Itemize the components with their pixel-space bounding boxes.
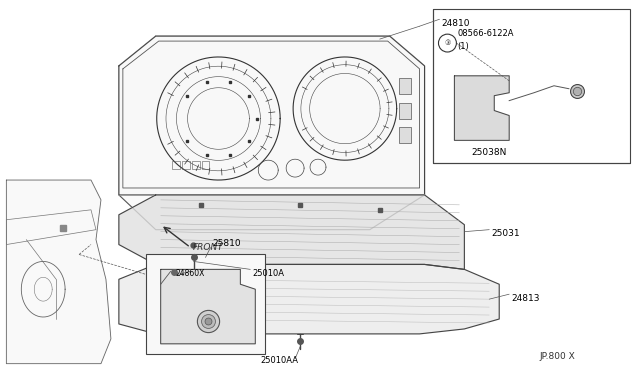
Text: 24810: 24810 [442, 19, 470, 28]
Bar [172, 161, 180, 169]
Polygon shape [6, 180, 111, 364]
Text: FRONT: FRONT [193, 243, 223, 252]
Text: (1): (1) [458, 42, 469, 51]
Text: 24813: 24813 [511, 294, 540, 303]
Polygon shape [119, 264, 499, 334]
Text: 25031: 25031 [492, 229, 520, 238]
Polygon shape [119, 195, 465, 269]
Polygon shape [161, 269, 255, 344]
Bar [399, 78, 411, 94]
Polygon shape [119, 36, 424, 230]
Bar [399, 103, 411, 119]
Bar [191, 161, 200, 169]
Text: 08566-6122A: 08566-6122A [458, 29, 514, 38]
Bar [146, 254, 265, 354]
Polygon shape [454, 76, 509, 140]
Bar [182, 161, 189, 169]
Text: 25038N: 25038N [472, 148, 507, 157]
Bar [202, 161, 209, 169]
Text: 24860X: 24860X [175, 269, 205, 278]
Polygon shape [119, 36, 424, 195]
Text: ③: ③ [444, 40, 451, 46]
Bar [399, 128, 411, 143]
Text: 25010A: 25010A [252, 269, 284, 278]
Bar [433, 9, 630, 163]
Text: 25010AA: 25010AA [260, 356, 298, 365]
Text: 25810: 25810 [212, 238, 241, 247]
Text: JP.800 X: JP.800 X [539, 352, 575, 361]
